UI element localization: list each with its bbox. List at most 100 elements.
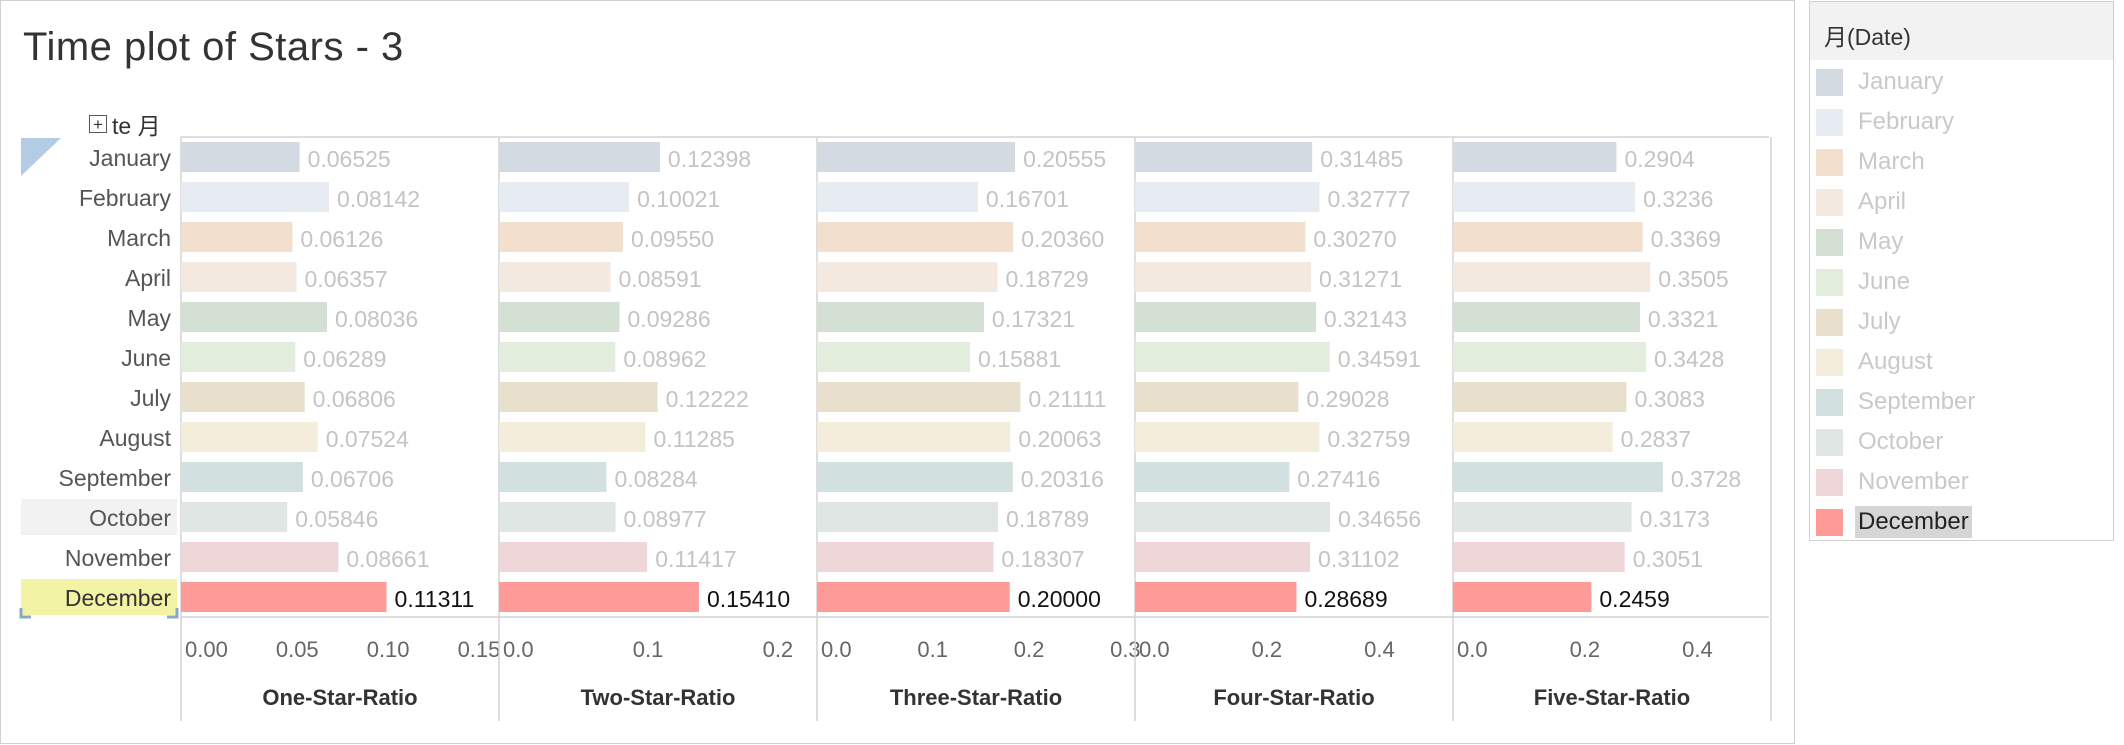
data-label: 0.2459 — [1599, 586, 1669, 612]
bar[interactable] — [817, 542, 994, 572]
bar[interactable] — [1453, 342, 1646, 372]
bar[interactable] — [817, 422, 1011, 452]
legend-item[interactable]: May — [1816, 225, 1906, 259]
data-label: 0.20360 — [1021, 226, 1104, 252]
bar[interactable] — [499, 142, 660, 172]
data-label: 0.32777 — [1327, 186, 1410, 212]
data-label: 0.32143 — [1324, 306, 1407, 332]
legend-item[interactable]: March — [1816, 145, 1928, 179]
tick-label: 0.3 — [1110, 637, 1141, 662]
data-label: 0.07524 — [326, 426, 409, 452]
data-label: 0.29028 — [1306, 386, 1389, 412]
bar[interactable] — [499, 422, 646, 452]
bar[interactable] — [1453, 462, 1663, 492]
bar[interactable] — [1453, 542, 1625, 572]
row-header-label: te 月 — [112, 113, 161, 139]
legend-label: December — [1855, 506, 1972, 538]
bar[interactable] — [1135, 462, 1290, 492]
bar[interactable] — [1135, 302, 1316, 332]
bar[interactable] — [817, 502, 999, 532]
bar[interactable] — [181, 182, 329, 212]
bar[interactable] — [1453, 222, 1643, 252]
bar[interactable] — [817, 262, 998, 292]
legend-item[interactable]: April — [1816, 185, 1909, 219]
tick-label: 0.0 — [1139, 637, 1170, 662]
data-label: 0.08142 — [337, 186, 420, 212]
bar[interactable] — [181, 222, 293, 252]
bar[interactable] — [181, 422, 318, 452]
bar[interactable] — [499, 542, 648, 572]
data-label: 0.16701 — [986, 186, 1069, 212]
bar[interactable] — [1135, 262, 1312, 292]
bar[interactable] — [817, 302, 984, 332]
expand-box-icon[interactable]: + — [89, 115, 107, 133]
bar[interactable] — [1135, 342, 1330, 372]
bar[interactable] — [817, 342, 971, 372]
data-label: 0.20555 — [1023, 146, 1106, 172]
bar[interactable] — [499, 502, 616, 532]
bar[interactable] — [1135, 142, 1313, 172]
bar[interactable] — [1135, 542, 1311, 572]
bar[interactable] — [499, 462, 607, 492]
data-label: 0.3051 — [1633, 546, 1703, 572]
row-header[interactable]: + te 月 — [89, 107, 161, 141]
color-legend: 月(Date) January February March April May June… — [1809, 1, 2114, 541]
data-label: 0.3505 — [1658, 266, 1728, 292]
bar[interactable] — [499, 382, 658, 412]
legend-item[interactable]: February — [1816, 105, 1957, 139]
bar[interactable] — [499, 342, 616, 372]
legend-item[interactable]: July — [1816, 305, 1904, 339]
bar[interactable] — [817, 582, 1010, 612]
data-label: 0.11417 — [655, 546, 736, 572]
bar[interactable] — [1135, 422, 1320, 452]
bar[interactable] — [181, 262, 297, 292]
bar[interactable] — [817, 382, 1021, 412]
legend-swatch — [1816, 388, 1843, 416]
legend-item[interactable]: August — [1816, 345, 1936, 379]
bar[interactable] — [181, 582, 387, 612]
bar[interactable] — [499, 582, 700, 612]
legend-item[interactable]: October — [1816, 425, 1946, 459]
legend-swatch — [1816, 68, 1843, 96]
bar[interactable] — [499, 302, 620, 332]
data-label: 0.21111 — [1028, 386, 1106, 412]
axis-title: Four-Star-Ratio — [1213, 685, 1374, 710]
bar[interactable] — [1453, 182, 1636, 212]
bar[interactable] — [1135, 582, 1297, 612]
bar[interactable] — [1453, 262, 1651, 292]
bar[interactable] — [1135, 182, 1320, 212]
bar[interactable] — [499, 222, 623, 252]
bar[interactable] — [181, 342, 296, 372]
bar[interactable] — [1453, 382, 1627, 412]
legend-item[interactable]: September — [1816, 385, 1978, 419]
bar[interactable] — [1453, 582, 1592, 612]
bar[interactable] — [181, 302, 328, 332]
bar[interactable] — [499, 182, 630, 212]
bar[interactable] — [181, 462, 303, 492]
bar[interactable] — [1453, 422, 1613, 452]
bar[interactable] — [817, 222, 1014, 252]
bar[interactable] — [1453, 502, 1632, 532]
bar[interactable] — [817, 462, 1013, 492]
bar[interactable] — [181, 142, 300, 172]
category-label: June — [121, 345, 171, 371]
bar[interactable] — [817, 142, 1016, 172]
data-label: 0.28689 — [1304, 586, 1387, 612]
bar[interactable] — [1135, 382, 1299, 412]
bar[interactable] — [817, 182, 978, 212]
legend-item[interactable]: November — [1816, 465, 1972, 499]
bar[interactable] — [1135, 502, 1331, 532]
bar[interactable] — [499, 262, 611, 292]
legend-item[interactable]: January — [1816, 65, 1946, 99]
category-label: December — [65, 585, 171, 611]
data-label: 0.15881 — [978, 346, 1061, 372]
bar[interactable] — [181, 382, 305, 412]
bar[interactable] — [1453, 142, 1617, 172]
bar[interactable] — [1453, 302, 1640, 332]
bar[interactable] — [1135, 222, 1306, 252]
legend-item[interactable]: December — [1816, 505, 1972, 539]
legend-item[interactable]: June — [1816, 265, 1913, 299]
bar[interactable] — [181, 542, 339, 572]
bar[interactable] — [181, 502, 288, 532]
tick-label: 0.2 — [763, 637, 794, 662]
